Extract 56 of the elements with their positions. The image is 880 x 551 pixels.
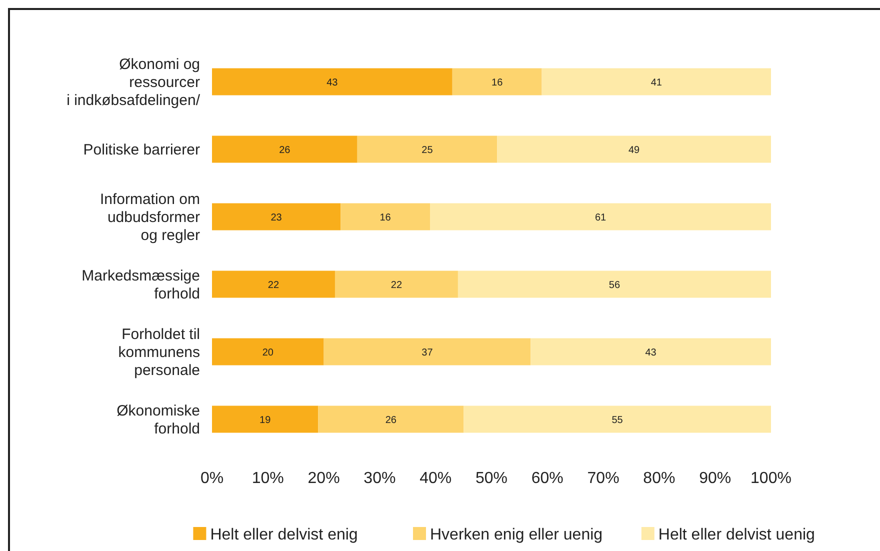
data-label: 22	[390, 280, 402, 291]
bar	[318, 406, 464, 433]
x-tick-label: 100%	[750, 470, 792, 487]
y-tick-label: Markedsmæssige forhold	[82, 268, 200, 302]
data-label: 22	[268, 280, 280, 291]
bar	[452, 68, 542, 96]
data-label: 61	[594, 212, 607, 224]
data-label: 37	[422, 347, 434, 358]
data-label: 55	[612, 414, 624, 426]
x-tick-label: 80%	[643, 470, 676, 487]
bar	[458, 270, 771, 298]
bar	[212, 406, 318, 433]
legend-label: Helt eller delvist enig	[210, 526, 358, 544]
y-tick-label: Politiske barrierer	[83, 142, 200, 158]
data-label: 25	[422, 144, 434, 156]
x-tick-label: 10%	[252, 470, 284, 487]
bar	[530, 338, 771, 366]
x-tick-label: 60%	[531, 470, 564, 487]
data-label: 26	[279, 144, 291, 156]
x-tick-label: 30%	[364, 470, 396, 487]
bar	[212, 270, 335, 298]
data-label: 19	[260, 414, 272, 426]
bar	[212, 338, 324, 366]
y-tick-label: Økonomi og ressourcer i indkøbsafdelingen/	[66, 56, 201, 109]
x-tick-label: 70%	[587, 470, 620, 487]
x-tick-label: 90%	[699, 470, 732, 487]
bar	[212, 203, 341, 230]
data-label: 43	[645, 347, 657, 358]
x-tick-label: 40%	[420, 470, 452, 487]
data-label: 23	[270, 212, 282, 224]
bar	[340, 203, 430, 230]
data-label: 41	[650, 77, 662, 88]
data-label: 56	[608, 280, 620, 291]
x-tick-label: 20%	[308, 470, 340, 487]
y-tick-label: Økonomiske forhold	[116, 402, 200, 438]
bar	[430, 203, 771, 230]
bar	[464, 406, 771, 433]
x-tick-label: 50%	[475, 470, 508, 487]
y-tick-label: Forholdet til kommunens personale	[118, 326, 200, 379]
bar	[324, 338, 531, 366]
data-label: 20	[262, 347, 274, 358]
bar	[334, 270, 458, 298]
legend-label: Hverken enig eller uenig	[430, 526, 603, 544]
bar	[497, 136, 771, 163]
bar	[357, 136, 498, 163]
data-label: 43	[326, 77, 338, 88]
data-label: 16	[380, 212, 392, 224]
bar	[212, 68, 452, 96]
data-label: 49	[628, 144, 640, 156]
bar	[542, 68, 771, 96]
legend-label: Helt eller delvist uenig	[658, 526, 815, 544]
data-label: 16	[492, 77, 504, 88]
x-tick-label: 0%	[200, 470, 224, 487]
bar	[212, 136, 358, 163]
y-tick-label: Information om udbudsformer og regler	[100, 191, 200, 244]
data-label: 26	[385, 414, 397, 426]
